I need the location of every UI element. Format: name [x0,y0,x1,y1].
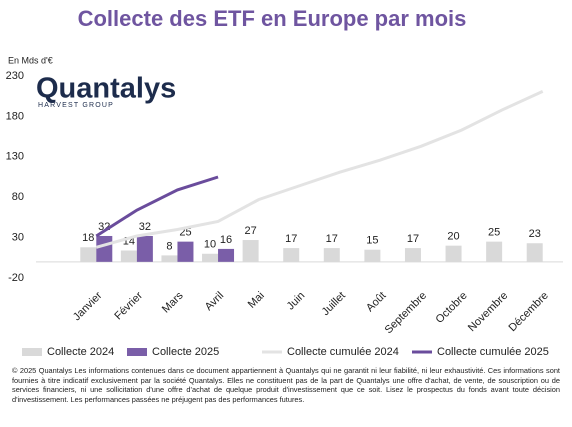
bar [526,243,543,262]
bar [80,247,97,262]
data-label: 17 [285,233,297,245]
x-tick-label: Février [112,289,145,322]
bar [161,255,178,262]
y-tick-label: 30 [12,232,24,244]
x-tick-label: Janvier [71,289,105,323]
chart-title: Collecte des ETF en Europe par mois [78,6,467,31]
data-label: 8 [166,240,172,252]
legend-label: Collecte 2025 [152,346,219,358]
bar [218,248,235,262]
y-axis-label: En Mds d'€ [8,55,53,65]
legend-swatch [22,348,42,356]
x-tick-label: Mai [246,290,267,311]
line [95,175,219,238]
bar [177,241,194,262]
data-label: 32 [139,221,151,233]
data-label: 23 [529,228,541,240]
data-label: 15 [366,235,378,247]
data-label: 16 [220,234,232,246]
legend-label: Collecte 2024 [47,346,114,358]
data-label: 25 [488,227,500,239]
bar [486,241,503,262]
x-tick-label: Juin [285,290,308,313]
data-label: 20 [447,231,459,243]
data-label: 27 [245,225,257,237]
x-tick-label: Mars [160,289,186,315]
x-tick-label: Juillet [320,290,348,318]
data-label: 10 [204,239,216,251]
y-tick-label: 80 [12,191,24,203]
logo-tagline: HARVEST GROUP [38,102,114,109]
x-tick-label: Octobre [434,290,470,326]
data-label: 18 [82,232,94,244]
legend-swatch [127,348,147,356]
data-label: 17 [326,233,338,245]
x-tick-label: Août [364,290,388,314]
bar [283,248,300,262]
bar [404,248,421,262]
y-tick-label: 130 [6,151,24,163]
bar [445,245,462,262]
bar [136,235,153,262]
x-tick-label: Décembre [507,290,551,334]
y-tick-label: 180 [6,110,24,122]
footnote: © 2025 Quantalys Les informations conten… [12,366,560,404]
bar [96,235,113,262]
legend-label: Collecte cumulée 2025 [437,346,549,358]
legend-label: Collecte cumulée 2024 [287,346,399,358]
bar [120,250,137,262]
y-tick-label: -20 [8,272,24,284]
x-tick-label: Septembre [383,290,430,337]
x-tick-label: Novembre [466,290,510,334]
data-label: 17 [407,233,419,245]
bar [242,240,259,262]
line [95,89,544,249]
y-tick-label: 230 [6,70,24,82]
bar [323,248,340,262]
x-tick-label: Avril [203,290,226,313]
logo-name: Quantalys [36,73,176,105]
bar [202,253,219,262]
bar [364,249,381,262]
